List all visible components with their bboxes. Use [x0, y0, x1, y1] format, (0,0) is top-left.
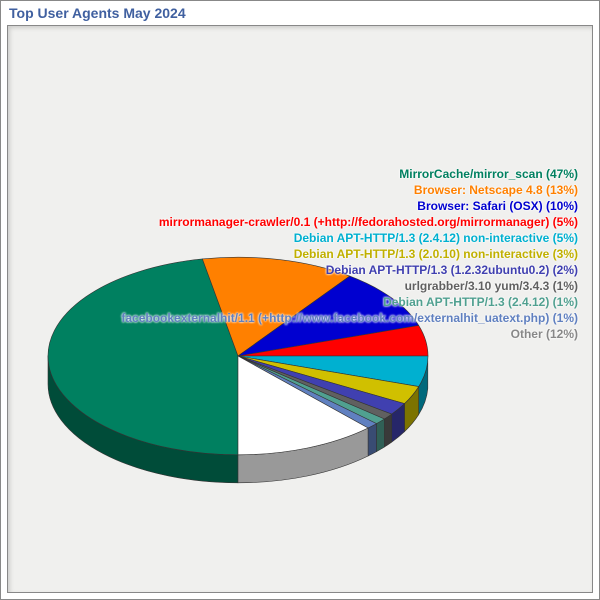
- legend-item: mirrormanager-crawler/0.1 (+http://fedor…: [121, 214, 578, 230]
- legend-item: Debian APT-HTTP/1.3 (2.0.10) non-interac…: [121, 246, 578, 262]
- pie-slice-side: [384, 414, 391, 447]
- chart-title: Top User Agents May 2024: [9, 5, 186, 21]
- legend-item: facebookexternalhit/1.1 (+http://www.fac…: [121, 310, 578, 326]
- legend-item: Debian APT-HTTP/1.3 (2.4.12) non-interac…: [121, 230, 578, 246]
- legend-item: Debian APT-HTTP/1.3 (2.4.12) (1%): [121, 294, 578, 310]
- pie-slice-side: [368, 424, 376, 456]
- chart-frame: MirrorCache/mirror_scan (47%)Browser: Ne…: [7, 25, 593, 593]
- legend-item: Browser: Netscape 4.8 (13%): [121, 182, 578, 198]
- chart-container: Top User Agents May 2024 MirrorCache/mir…: [0, 0, 600, 600]
- legend-item: urlgrabber/3.10 yum/3.4.3 (1%): [121, 278, 578, 294]
- legend-item: Other (12%): [121, 326, 578, 342]
- pie-slice-side: [377, 419, 385, 452]
- legend-item: Debian APT-HTTP/1.3 (1.2.32ubuntu0.2) (2…: [121, 262, 578, 278]
- legend-item: MirrorCache/mirror_scan (47%): [121, 166, 578, 182]
- legend: MirrorCache/mirror_scan (47%)Browser: Ne…: [121, 166, 578, 342]
- legend-item: Browser: Safari (OSX) (10%): [121, 198, 578, 214]
